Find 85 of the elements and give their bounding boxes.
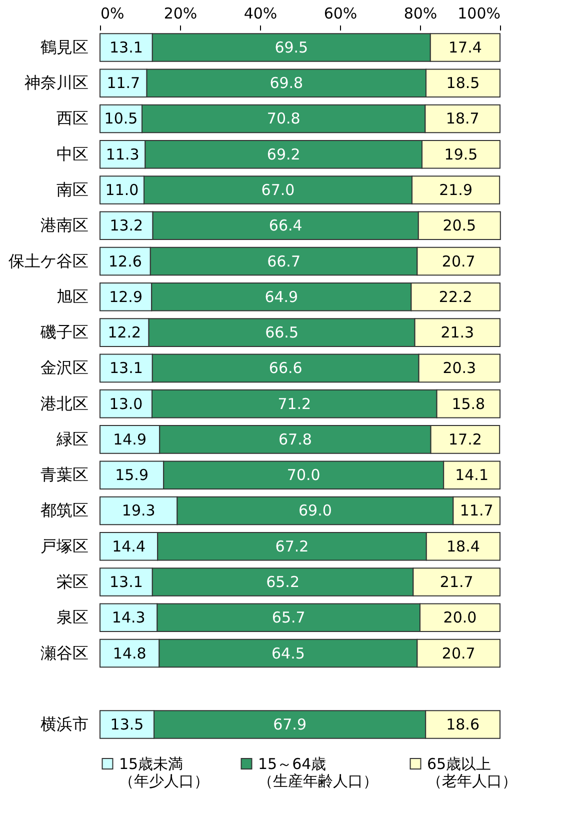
data-label: 65.2 — [266, 572, 300, 591]
data-label: 14.9 — [113, 430, 147, 448]
y-tick-label: 港南区 — [40, 216, 88, 235]
x-tick-label: 80% — [404, 4, 438, 22]
data-label: 13.1 — [109, 359, 143, 378]
data-label: 14.4 — [112, 537, 146, 556]
y-tick-label: 栄区 — [56, 572, 88, 591]
data-label: 19.3 — [122, 502, 156, 520]
data-label: 70.0 — [286, 466, 320, 484]
data-label: 66.7 — [267, 252, 301, 270]
data-label: 18.4 — [446, 537, 480, 556]
data-label: 13.5 — [110, 716, 144, 734]
y-tick-label: 青葉区 — [40, 465, 88, 484]
x-tick-label: 100% — [458, 4, 500, 22]
data-label: 65.7 — [272, 608, 306, 627]
legend-label: 15歳未満（年少人口） — [119, 754, 209, 790]
data-label: 71.2 — [278, 394, 312, 413]
y-tick-label: 神奈川区 — [24, 73, 88, 92]
data-label: 12.9 — [109, 288, 143, 306]
x-tick-label: 40% — [244, 4, 278, 22]
y-tick-label: 西区 — [56, 108, 88, 128]
data-label: 13.1 — [109, 38, 143, 56]
data-label: 13.1 — [109, 572, 143, 591]
data-label: 14.1 — [455, 466, 489, 484]
data-label: 64.9 — [264, 288, 298, 306]
data-label: 66.6 — [268, 359, 302, 378]
y-tick-label: 港北区 — [40, 394, 88, 413]
data-label: 13.2 — [110, 216, 144, 235]
data-label: 11.7 — [460, 502, 494, 520]
data-label: 15.8 — [452, 394, 486, 413]
data-label: 13.0 — [109, 394, 143, 413]
y-tick-label: 磯子区 — [40, 322, 88, 342]
data-label: 66.4 — [268, 216, 302, 235]
data-label: 69.5 — [274, 38, 308, 56]
data-label: 11.0 — [105, 181, 139, 200]
y-tick-label: 旭区 — [56, 286, 88, 306]
data-label: 21.7 — [440, 572, 474, 591]
data-label: 20.7 — [442, 252, 476, 270]
data-label: 12.2 — [108, 324, 142, 342]
data-label: 10.5 — [104, 110, 138, 128]
data-label: 15.9 — [115, 466, 149, 484]
y-tick-label: 泉区 — [56, 608, 88, 627]
data-label: 19.5 — [444, 145, 478, 164]
y-tick-label: 中区 — [56, 144, 88, 164]
y-tick-label: 横浜市 — [40, 714, 88, 734]
y-tick-label: 都筑区 — [40, 500, 88, 520]
x-tick-label: 60% — [324, 4, 358, 22]
y-tick-label: 保土ケ谷区 — [8, 251, 88, 270]
data-label: 14.3 — [112, 608, 146, 627]
data-label: 20.7 — [442, 644, 476, 662]
data-label: 64.5 — [271, 644, 305, 662]
data-label: 14.8 — [112, 644, 146, 662]
y-tick-label: 瀬谷区 — [40, 643, 88, 662]
data-label: 70.8 — [266, 110, 300, 128]
legend-label: 65歳以上（老年人口） — [427, 754, 517, 790]
data-label: 69.2 — [266, 145, 300, 164]
data-label: 17.2 — [448, 430, 482, 448]
data-label: 17.4 — [448, 38, 482, 56]
x-tick-label: 20% — [164, 4, 198, 22]
y-tick-label: 戸塚区 — [40, 536, 88, 556]
data-label: 20.0 — [443, 608, 477, 627]
data-label: 22.2 — [438, 288, 472, 306]
data-label: 11.3 — [106, 145, 140, 164]
legend-label: 15～64歳（生産年齢人口） — [258, 754, 378, 790]
data-label: 67.8 — [278, 430, 312, 448]
data-label: 18.5 — [446, 74, 480, 92]
y-tick-label: 緑区 — [56, 429, 88, 448]
x-tick-label: 0% — [100, 4, 124, 22]
y-tick-label: 鶴見区 — [40, 37, 88, 56]
data-label: 20.5 — [442, 216, 476, 235]
data-label: 20.3 — [442, 359, 476, 378]
data-label: 12.6 — [108, 252, 142, 270]
y-tick-label: 南区 — [56, 180, 88, 200]
data-label: 18.7 — [446, 110, 480, 128]
data-label: 21.9 — [439, 181, 473, 200]
y-tick-label: 金沢区 — [40, 358, 88, 378]
data-label: 67.0 — [261, 181, 295, 200]
data-label: 21.3 — [440, 324, 474, 342]
data-label: 11.7 — [106, 74, 140, 92]
data-label: 18.6 — [446, 716, 480, 734]
data-label: 69.0 — [298, 502, 332, 520]
data-label: 67.2 — [275, 537, 309, 556]
data-label: 66.5 — [265, 324, 299, 342]
data-label: 69.8 — [270, 74, 304, 92]
data-label: 67.9 — [273, 716, 307, 734]
